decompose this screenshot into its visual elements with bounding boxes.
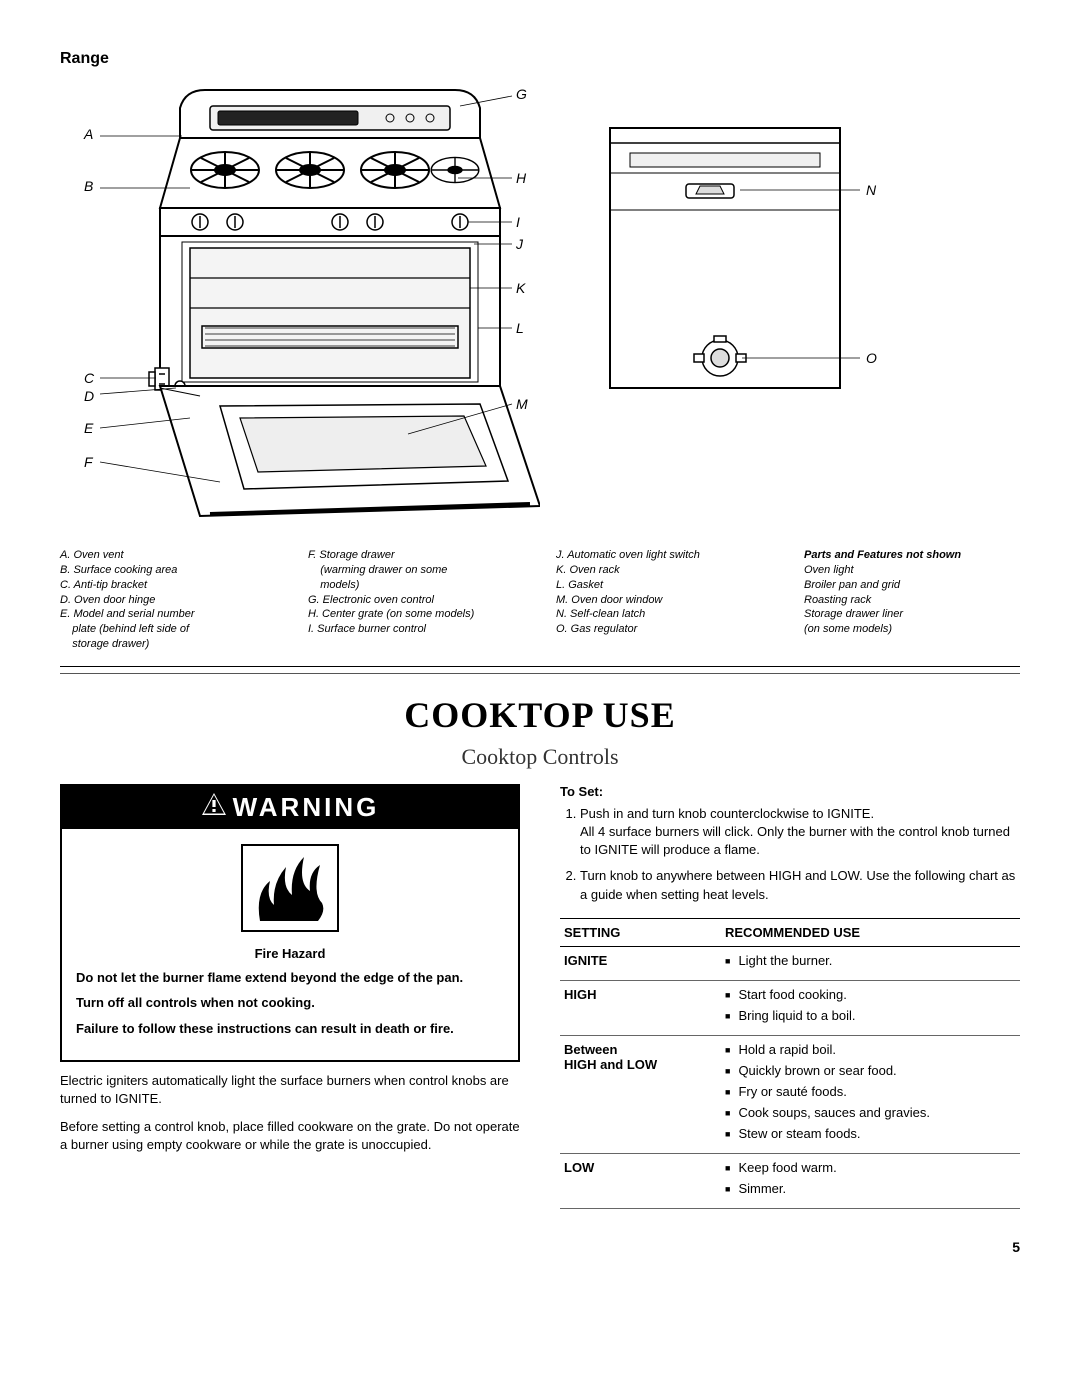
legend-item: M. Oven door window bbox=[556, 593, 772, 608]
use-cell: Start food cooking. Bring liquid to a bo… bbox=[721, 980, 1020, 1035]
step-2: Turn knob to anywhere between HIGH and L… bbox=[580, 867, 1020, 903]
use-item: Start food cooking. bbox=[725, 987, 1016, 1002]
legend-col-1: A. Oven vent B. Surface cooking area C. … bbox=[60, 548, 276, 652]
use-item: Cook soups, sauces and gravies. bbox=[725, 1105, 1016, 1120]
use-item: Quickly brown or sear food. bbox=[725, 1063, 1016, 1078]
label-A: A bbox=[84, 126, 93, 142]
to-set-steps: Push in and turn knob counterclockwise t… bbox=[560, 805, 1020, 904]
step-1-textA: Push in and turn knob counterclockwise t… bbox=[580, 806, 874, 821]
igniters-text: Electric igniters automatically light th… bbox=[60, 1072, 520, 1108]
settings-table: SETTING RECOMMENDED USE IGNITE Light the… bbox=[560, 918, 1020, 1209]
legend-item: L. Gasket bbox=[556, 578, 772, 593]
range-diagram-back: N O bbox=[580, 118, 920, 418]
section-divider-thin bbox=[60, 673, 1020, 674]
range-front-svg bbox=[60, 78, 540, 538]
legend-item: H. Center grate (on some models) bbox=[308, 607, 524, 622]
legend-item: Roasting rack bbox=[804, 593, 1020, 608]
range-back-svg bbox=[580, 118, 920, 418]
label-N: N bbox=[866, 182, 876, 198]
section-divider-top bbox=[60, 666, 1020, 667]
warning-header-text: WARNING bbox=[233, 792, 380, 823]
legend-item: J. Automatic oven light switch bbox=[556, 548, 772, 563]
use-item: Simmer. bbox=[725, 1181, 1016, 1196]
label-F: F bbox=[84, 454, 93, 470]
to-set-heading: To Set: bbox=[560, 784, 1020, 799]
legend-item: G. Electronic oven control bbox=[308, 593, 524, 608]
setting-cell: HIGH bbox=[560, 980, 721, 1035]
legend-col-4: Parts and Features not shown Oven light … bbox=[804, 548, 1020, 652]
legend-item: B. Surface cooking area bbox=[60, 563, 276, 578]
legend-item: F. Storage drawer (warming drawer on som… bbox=[308, 548, 524, 593]
cooktop-controls-subtitle: Cooktop Controls bbox=[60, 744, 1020, 770]
legend-item: Oven light bbox=[804, 563, 1020, 578]
cooktop-left-col: WARNING Fire Hazard Do not let the burne… bbox=[60, 784, 520, 1209]
range-section-title: Range bbox=[60, 50, 1020, 68]
label-M: M bbox=[516, 396, 528, 412]
legend-item: N. Self-clean latch bbox=[556, 607, 772, 622]
legend-item: D. Oven door hinge bbox=[60, 593, 276, 608]
fire-hazard-icon bbox=[240, 843, 340, 933]
use-cell: Light the burner. bbox=[721, 946, 1020, 980]
use-cell: Keep food warm. Simmer. bbox=[721, 1153, 1020, 1208]
legend-item: O. Gas regulator bbox=[556, 622, 772, 637]
page-number: 5 bbox=[60, 1239, 1020, 1255]
legend-item: Storage drawer liner (on some models) bbox=[804, 607, 1020, 637]
label-J: J bbox=[516, 236, 523, 252]
legend-col-2: F. Storage drawer (warming drawer on som… bbox=[308, 548, 524, 652]
use-item: Keep food warm. bbox=[725, 1160, 1016, 1175]
use-item: Hold a rapid boil. bbox=[725, 1042, 1016, 1057]
table-row: Between HIGH and LOW Hold a rapid boil. … bbox=[560, 1035, 1020, 1153]
table-row: HIGH Start food cooking. Bring liquid to… bbox=[560, 980, 1020, 1035]
legend-item: A. Oven vent bbox=[60, 548, 276, 563]
cooktop-use-title: COOKTOP USE bbox=[60, 694, 1020, 736]
warning-text: Fire Hazard Do not let the burner flame … bbox=[62, 946, 518, 1060]
label-O: O bbox=[866, 350, 877, 366]
legend-item: Broiler pan and grid bbox=[804, 578, 1020, 593]
label-C: C bbox=[84, 370, 94, 386]
warning-p2: Turn off all controls when not cooking. bbox=[76, 994, 504, 1012]
label-G: G bbox=[516, 86, 527, 102]
setting-cell: LOW bbox=[560, 1153, 721, 1208]
cooktop-right-col: To Set: Push in and turn knob counterclo… bbox=[560, 784, 1020, 1209]
use-item: Fry or sauté foods. bbox=[725, 1084, 1016, 1099]
use-item: Light the burner. bbox=[725, 953, 1016, 968]
fire-hazard-title: Fire Hazard bbox=[76, 946, 504, 961]
use-cell: Hold a rapid boil. Quickly brown or sear… bbox=[721, 1035, 1020, 1153]
range-diagram-front: A B C D E F G H I J K L M bbox=[60, 78, 540, 538]
label-L: L bbox=[516, 320, 524, 336]
label-D: D bbox=[84, 388, 94, 404]
label-H: H bbox=[516, 170, 526, 186]
warning-triangle-icon bbox=[201, 792, 227, 823]
warning-header: WARNING bbox=[62, 786, 518, 829]
cooktop-two-col: WARNING Fire Hazard Do not let the burne… bbox=[60, 784, 1020, 1209]
warning-p3: Failure to follow these instructions can… bbox=[76, 1020, 504, 1038]
step-2-textA: Turn knob to anywhere between HIGH and L… bbox=[580, 868, 1015, 901]
use-item: Stew or steam foods. bbox=[725, 1126, 1016, 1141]
label-K: K bbox=[516, 280, 525, 296]
setting-cell: IGNITE bbox=[560, 946, 721, 980]
fire-icon-wrap bbox=[62, 829, 518, 946]
legend-col-3: J. Automatic oven light switch K. Oven r… bbox=[556, 548, 772, 652]
label-I: I bbox=[516, 214, 520, 230]
label-E: E bbox=[84, 420, 93, 436]
legend-item: E. Model and serial number plate (behind… bbox=[60, 607, 276, 652]
warning-p1: Do not let the burner flame extend beyon… bbox=[76, 969, 504, 987]
legend-item: I. Surface burner control bbox=[308, 622, 524, 637]
legend-item: K. Oven rack bbox=[556, 563, 772, 578]
step-1: Push in and turn knob counterclockwise t… bbox=[580, 805, 1020, 860]
step-1-textB: All 4 surface burners will click. Only t… bbox=[580, 824, 1010, 857]
settings-th-use: RECOMMENDED USE bbox=[721, 918, 1020, 946]
warning-box: WARNING Fire Hazard Do not let the burne… bbox=[60, 784, 520, 1062]
label-B: B bbox=[84, 178, 93, 194]
settings-th-setting: SETTING bbox=[560, 918, 721, 946]
legend-subtitle: Parts and Features not shown bbox=[804, 548, 1020, 563]
use-item: Bring liquid to a boil. bbox=[725, 1008, 1016, 1023]
legend-grid: A. Oven vent B. Surface cooking area C. … bbox=[60, 548, 1020, 652]
setting-cell: Between HIGH and LOW bbox=[560, 1035, 721, 1153]
table-row: IGNITE Light the burner. bbox=[560, 946, 1020, 980]
table-row: LOW Keep food warm. Simmer. bbox=[560, 1153, 1020, 1208]
legend-item: C. Anti-tip bracket bbox=[60, 578, 276, 593]
diagram-row: A B C D E F G H I J K L M bbox=[60, 78, 1020, 538]
cookware-text: Before setting a control knob, place fil… bbox=[60, 1118, 520, 1154]
